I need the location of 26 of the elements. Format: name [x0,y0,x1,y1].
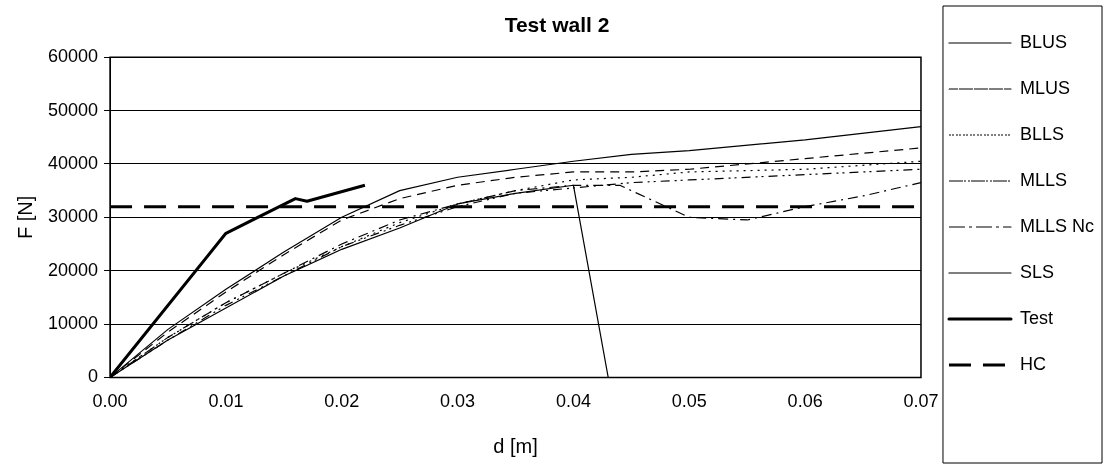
legend-label: MLUS [1019,77,1070,98]
y-tick-label: 50000 [47,99,99,120]
x-tick-label: 0.02 [324,391,360,412]
legend-label: BLUS [1019,31,1068,52]
x-tick-label: 0.04 [555,391,591,412]
y-tick-label: 60000 [47,46,99,67]
legend-label: HC [1019,353,1046,374]
x-tick-label: 0.03 [440,391,476,412]
y-tick-label: 0 [88,366,99,387]
y-tick-label: 40000 [47,152,99,173]
chart-title: Test wall 2 [504,13,610,37]
y-axis-title: F [N] [13,195,36,239]
y-tick-label: 30000 [47,206,99,227]
legend-label: BLLS [1019,123,1065,144]
x-tick-label: 0.07 [903,391,939,412]
legend-label: MLLS Nc [1019,215,1095,236]
y-tick-label: 10000 [47,313,99,333]
x-tick-label: 0.06 [787,391,823,412]
x-tick-label: 0.01 [208,391,244,412]
x-axis-title: d [m] [493,434,538,457]
y-tick-label: 20000 [47,259,99,280]
legend-label: SLS [1019,261,1055,282]
legend-label: MLLS [1019,169,1068,190]
x-tick-label: 0.05 [671,391,707,412]
legend-label: Test [1019,307,1053,328]
x-tick-label: 0.00 [92,391,128,412]
